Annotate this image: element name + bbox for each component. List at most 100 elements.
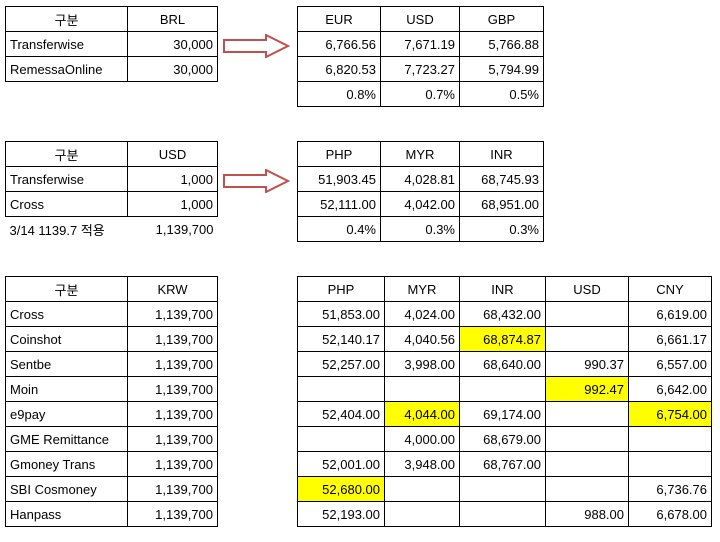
provider-cell: Cross xyxy=(5,191,128,217)
cny-cell: 6,736.76 xyxy=(628,476,712,502)
usd-cell: 990.37 xyxy=(545,351,629,377)
header-cell: EUR xyxy=(297,6,381,32)
table-header-row: 구분 KRW xyxy=(5,276,218,302)
currency-comparison-table: PHP MYR INR USD CNY 51,853.00 4,024.00 6… xyxy=(297,276,712,527)
header-cell: INR xyxy=(459,276,546,302)
table-row: Moin 1,139,700 xyxy=(5,376,218,402)
amount-cell: 1,000 xyxy=(127,166,218,192)
table-row: 4,000.00 68,679.00 xyxy=(297,426,712,452)
value-cell: 68,951.00 xyxy=(459,191,544,217)
table-row: 51,853.00 4,024.00 68,432.00 6,619.00 xyxy=(297,301,712,327)
table-row: 52,140.17 4,040.56 68,874.87 6,661.17 xyxy=(297,326,712,352)
usd-cell: 988.00 xyxy=(545,501,629,527)
php-cell: 52,001.00 xyxy=(297,451,385,477)
inr-cell: 68,679.00 xyxy=(459,426,546,452)
usd-cell xyxy=(545,301,629,327)
inr-cell-highlighted: 68,874.87 xyxy=(459,326,546,352)
myr-cell-highlighted: 4,044.00 xyxy=(384,401,460,427)
php-cell xyxy=(297,426,385,452)
header-cell: USD xyxy=(127,141,218,167)
myr-cell: 4,040.56 xyxy=(384,326,460,352)
cny-cell-highlighted: 6,754.00 xyxy=(628,401,712,427)
header-cell: GBP xyxy=(459,6,544,32)
amount-cell: 1,139,700 xyxy=(127,401,218,427)
table-row: 0.4% 0.3% 0.3% xyxy=(297,216,544,242)
table-row: 51,903.45 4,028.81 68,745.93 xyxy=(297,166,544,192)
usd-cell xyxy=(545,426,629,452)
provider-cell: Moin xyxy=(5,376,128,402)
php-cell: 52,404.00 xyxy=(297,401,385,427)
usd-table: 구분 USD Transferwise 1,000 Cross 1,000 3/… xyxy=(5,141,218,242)
amount-cell: 1,139,700 xyxy=(127,426,218,452)
cny-cell xyxy=(628,451,712,477)
header-cell: MYR xyxy=(384,276,460,302)
amount-cell: 1,139,700 xyxy=(127,326,218,352)
inr-cell xyxy=(459,501,546,527)
percent-cell: 0.3% xyxy=(459,216,544,242)
provider-cell: RemessaOnline xyxy=(5,56,128,82)
value-cell: 68,745.93 xyxy=(459,166,544,192)
table-row: 52,257.00 3,998.00 68,640.00 990.37 6,55… xyxy=(297,351,712,377)
provider-cell: Coinshot xyxy=(5,326,128,352)
table-row: 52,680.00 6,736.76 xyxy=(297,476,712,502)
myr-cell xyxy=(384,476,460,502)
right-arrow-icon xyxy=(223,169,290,193)
usd-cell xyxy=(545,326,629,352)
header-cell: 구분 xyxy=(5,276,128,302)
provider-cell: Transferwise xyxy=(5,31,128,57)
myr-cell: 4,000.00 xyxy=(384,426,460,452)
amount-cell: 1,139,700 xyxy=(127,376,218,402)
table-row: GME Remittance 1,139,700 xyxy=(5,426,218,452)
provider-cell: GME Remittance xyxy=(5,426,128,452)
krw-provider-table: 구분 KRW Cross 1,139,700 Coinshot 1,139,700 … xyxy=(5,276,218,527)
table-row: 52,111.00 4,042.00 68,951.00 xyxy=(297,191,544,217)
value-cell: 4,042.00 xyxy=(380,191,460,217)
provider-cell: SBI Cosmoney xyxy=(5,476,128,502)
value-cell: 52,111.00 xyxy=(297,191,381,217)
percent-cell: 0.3% xyxy=(380,216,460,242)
provider-cell: Transferwise xyxy=(5,166,128,192)
myr-cell: 3,998.00 xyxy=(384,351,460,377)
table-row: 52,193.00 988.00 6,678.00 xyxy=(297,501,712,527)
value-cell: 5,766.88 xyxy=(459,31,544,57)
table-row: e9pay 1,139,700 xyxy=(5,401,218,427)
value-cell: 5,794.99 xyxy=(459,56,544,82)
table-row: Gmoney Trans 1,139,700 xyxy=(5,451,218,477)
table-row: 0.8% 0.7% 0.5% xyxy=(297,81,544,107)
table-row: Coinshot 1,139,700 xyxy=(5,326,218,352)
table-row: 52,001.00 3,948.00 68,767.00 xyxy=(297,451,712,477)
provider-cell: Sentbe xyxy=(5,351,128,377)
table-row: 992.47 6,642.00 xyxy=(297,376,712,402)
value-cell: 7,671.19 xyxy=(380,31,460,57)
cny-cell: 6,557.00 xyxy=(628,351,712,377)
amount-cell: 1,139,700 xyxy=(127,351,218,377)
php-cell: 51,853.00 xyxy=(297,301,385,327)
brl-table: 구분 BRL Transferwise 30,000 RemessaOnline… xyxy=(5,6,218,82)
percent-cell: 0.4% xyxy=(297,216,381,242)
php-cell-highlighted: 52,680.00 xyxy=(297,476,385,502)
table-row: Hanpass 1,139,700 xyxy=(5,501,218,527)
inr-cell: 68,767.00 xyxy=(459,451,546,477)
php-myr-inr-table: PHP MYR INR 51,903.45 4,028.81 68,745.93… xyxy=(297,141,544,242)
php-cell: 52,257.00 xyxy=(297,351,385,377)
provider-cell: Cross xyxy=(5,301,128,327)
amount-cell: 1,139,700 xyxy=(127,301,218,327)
header-cell: BRL xyxy=(127,6,218,32)
value-cell: 6,766.56 xyxy=(297,31,381,57)
rate-note: 3/14 1139.7 적용 xyxy=(9,222,105,238)
amount-cell: 1,139,700 xyxy=(127,451,218,477)
amount-cell: 1,139,700 xyxy=(127,501,218,527)
myr-cell: 3,948.00 xyxy=(384,451,460,477)
php-cell: 52,193.00 xyxy=(297,501,385,527)
header-cell: KRW xyxy=(127,276,218,302)
php-cell xyxy=(297,376,385,402)
usd-cell xyxy=(545,476,629,502)
provider-cell: e9pay xyxy=(5,401,128,427)
table-row: Cross 1,139,700 xyxy=(5,301,218,327)
cny-cell: 6,678.00 xyxy=(628,501,712,527)
table-row: 52,404.00 4,044.00 69,174.00 6,754.00 xyxy=(297,401,712,427)
usd-cell-highlighted: 992.47 xyxy=(545,376,629,402)
usd-cell xyxy=(545,451,629,477)
value-cell: 51,903.45 xyxy=(297,166,381,192)
table-header-row: 구분 BRL xyxy=(5,6,218,32)
